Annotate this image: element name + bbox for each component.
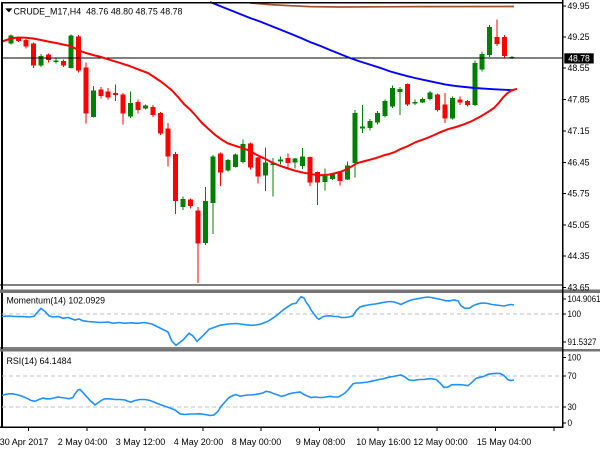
svg-text:0: 0 bbox=[568, 418, 573, 428]
svg-text:48.55: 48.55 bbox=[568, 63, 590, 73]
svg-text:3 May 12:00: 3 May 12:00 bbox=[116, 437, 166, 447]
svg-text:10 May 16:00: 10 May 16:00 bbox=[356, 437, 411, 447]
svg-text:45.75: 45.75 bbox=[568, 189, 590, 199]
svg-text:100: 100 bbox=[568, 353, 582, 363]
svg-text:100: 100 bbox=[568, 309, 582, 319]
svg-text:44.35: 44.35 bbox=[568, 251, 590, 261]
svg-text:70: 70 bbox=[568, 371, 577, 381]
svg-text:46.45: 46.45 bbox=[568, 158, 590, 168]
svg-text:15 May 04:00: 15 May 04:00 bbox=[477, 437, 532, 447]
svg-text:30: 30 bbox=[568, 402, 577, 412]
svg-text:49.25: 49.25 bbox=[568, 32, 590, 42]
svg-text:8 May 00:00: 8 May 00:00 bbox=[232, 437, 282, 447]
svg-text:48.78: 48.78 bbox=[568, 54, 590, 64]
svg-text:30 Apr 2017: 30 Apr 2017 bbox=[0, 437, 48, 447]
svg-text:12 May 00:00: 12 May 00:00 bbox=[413, 437, 468, 447]
svg-text:91.5327: 91.5327 bbox=[568, 337, 597, 347]
svg-text:49.95: 49.95 bbox=[568, 1, 590, 11]
svg-text:47.85: 47.85 bbox=[568, 95, 590, 105]
svg-text:104.9061: 104.9061 bbox=[568, 294, 600, 304]
svg-text:RSI(14) 64.1484: RSI(14) 64.1484 bbox=[7, 356, 72, 366]
svg-text:43.65: 43.65 bbox=[568, 283, 590, 293]
svg-text:Momentum(14) 102.0929: Momentum(14) 102.0929 bbox=[7, 296, 106, 306]
svg-text:9 May 08:00: 9 May 08:00 bbox=[296, 437, 346, 447]
svg-text:2 May 04:00: 2 May 04:00 bbox=[58, 437, 108, 447]
svg-text:45.05: 45.05 bbox=[568, 220, 590, 230]
svg-text:47.15: 47.15 bbox=[568, 126, 590, 136]
svg-text:CRUDE_M17,H4 48.76 48.80 48.7: CRUDE_M17,H4 48.76 48.80 48.75 48.78 bbox=[14, 6, 183, 17]
svg-text:4 May 20:00: 4 May 20:00 bbox=[174, 437, 224, 447]
